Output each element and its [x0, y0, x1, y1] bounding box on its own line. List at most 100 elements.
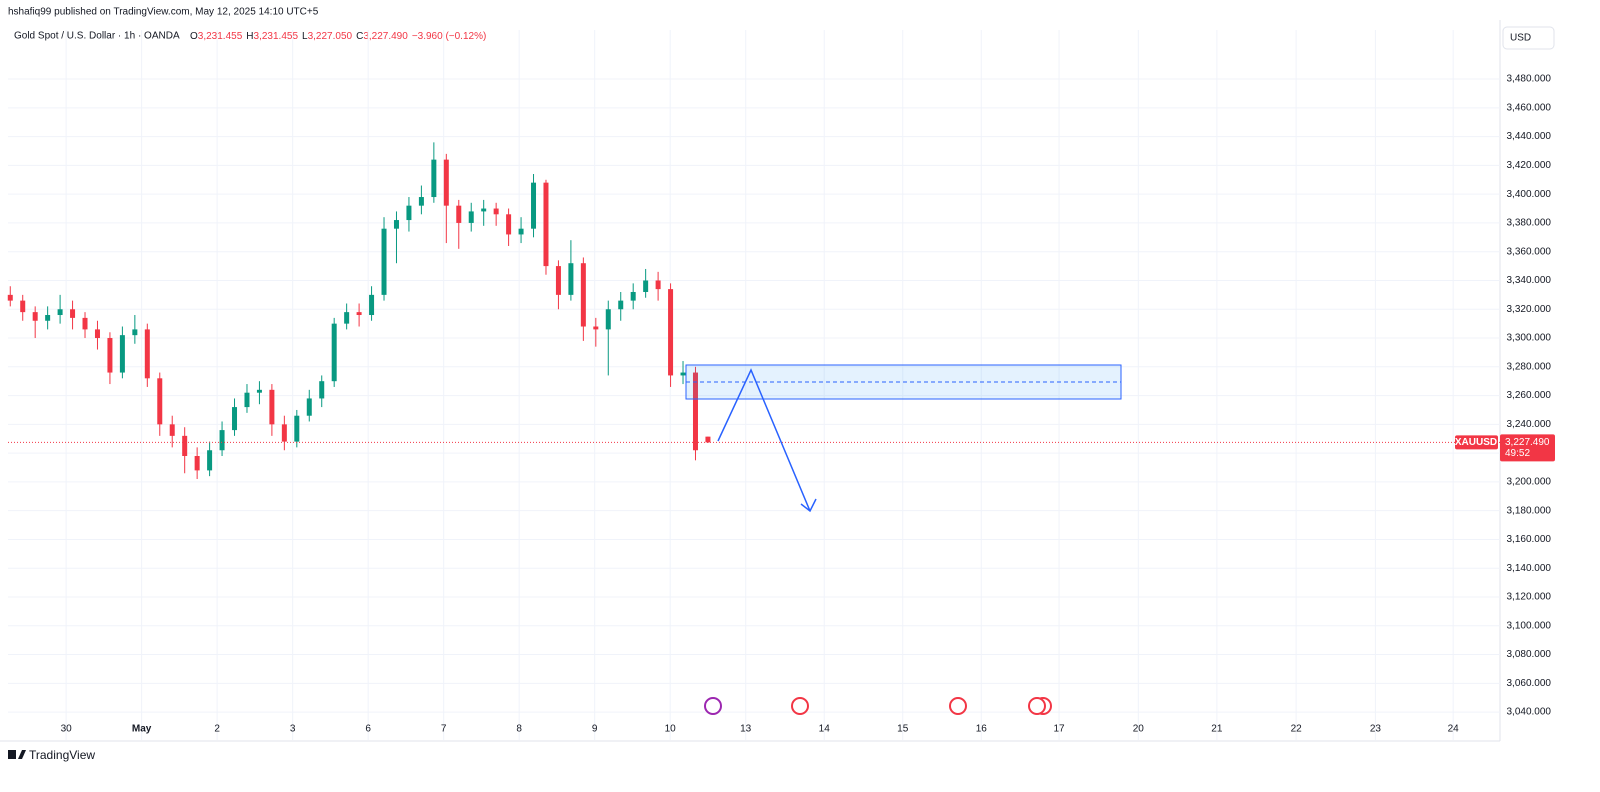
candle-body: [207, 450, 213, 471]
event-icon[interactable]: [1028, 697, 1046, 715]
candle-body: [493, 208, 499, 215]
y-tick-label: 3,200.000: [1507, 477, 1552, 488]
candle-body: [219, 430, 225, 451]
candle-body: [456, 205, 462, 223]
x-tick-label: 6: [365, 724, 371, 735]
x-tick-label: 13: [740, 724, 752, 735]
logo-mark: [8, 750, 16, 759]
x-tick-label: 24: [1448, 724, 1460, 735]
plot: [7, 30, 1500, 740]
arrow-head: [800, 498, 817, 513]
candle-body: [356, 312, 362, 316]
y-tick-label: 3,140.000: [1507, 563, 1552, 574]
change: −3.960 (−0.12%): [412, 31, 487, 42]
candle-body: [45, 315, 51, 321]
candle-body: [406, 205, 412, 221]
y-tick-label: 3,180.000: [1507, 505, 1552, 516]
x-tick-label: 21: [1211, 724, 1223, 735]
candle-body: [157, 378, 163, 425]
candle-body: [70, 309, 76, 318]
countdown: 49:52: [1505, 448, 1530, 459]
candle-body: [381, 228, 387, 295]
x-tick-label: 7: [441, 724, 447, 735]
candle-body: [82, 317, 88, 330]
candle-body: [468, 211, 474, 223]
candle-body: [655, 280, 661, 290]
y-tick-label: 3,460.000: [1507, 102, 1552, 113]
x-tick-label: 9: [592, 724, 598, 735]
currency: USD: [1510, 33, 1531, 44]
candle-body: [580, 263, 586, 327]
x-tick-label: 20: [1133, 724, 1145, 735]
y-tick-label: 3,380.000: [1507, 218, 1552, 229]
candle-body: [680, 372, 686, 376]
candle-body: [443, 159, 449, 206]
x-tick-label: 16: [976, 724, 988, 735]
event-icon[interactable]: [791, 697, 809, 715]
last-price-bg: [1500, 434, 1555, 462]
candle-body: [344, 312, 350, 324]
y-tick-label: 3,360.000: [1507, 246, 1552, 257]
candle-body: [169, 424, 175, 436]
symbol-tag: XAUUSD: [1455, 437, 1497, 448]
l-value: 3,227.050: [308, 31, 353, 42]
event-icon[interactable]: [949, 697, 967, 715]
x-tick-label: 17: [1053, 724, 1065, 735]
h-label: H: [246, 31, 253, 42]
l-label: L: [302, 31, 308, 42]
last-price-label: 3,227.490: [1505, 437, 1550, 448]
y-tick-label: 3,400.000: [1507, 189, 1552, 200]
candle-body: [57, 309, 63, 316]
candle-body: [518, 228, 524, 235]
candle-body: [232, 407, 238, 431]
o-label: O: [190, 31, 198, 42]
candle-body: [194, 456, 200, 471]
y-tick-label: 3,300.000: [1507, 333, 1552, 344]
x-tick-label: 23: [1370, 724, 1382, 735]
y-tick-label: 3,440.000: [1507, 131, 1552, 142]
candle-body: [506, 214, 512, 235]
events[interactable]: [704, 697, 1052, 715]
publisher: hshafiq99 published on TradingView.com, …: [8, 7, 319, 18]
x-tick-label: 15: [897, 724, 909, 735]
y-tick-label: 3,280.000: [1507, 361, 1552, 372]
candle-body: [692, 372, 698, 451]
candle-body: [132, 329, 138, 336]
candle-body: [94, 329, 100, 339]
x-tick-label: May: [132, 724, 152, 735]
y-tick-label: 3,420.000: [1507, 160, 1552, 171]
candle-body: [244, 392, 250, 408]
symbol: Gold Spot / U.S. Dollar · 1h · OANDA: [14, 31, 180, 42]
y-tick-label: 3,240.000: [1507, 419, 1552, 430]
candle-body: [668, 289, 674, 376]
currency-box[interactable]: [1502, 26, 1555, 50]
x-tick-label: 14: [819, 724, 831, 735]
candle-body: [32, 312, 38, 321]
y-tick-label: 3,040.000: [1507, 707, 1552, 718]
zone: [685, 364, 1122, 400]
candle-body: [543, 182, 549, 267]
candle-body: [481, 208, 487, 212]
y-tick-label: 3,120.000: [1507, 592, 1552, 603]
o-value: 3,231.455: [198, 31, 243, 42]
x-tick-label: 22: [1291, 724, 1303, 735]
y-tick-label: 3,260.000: [1507, 390, 1552, 401]
h-value: 3,231.455: [254, 31, 299, 42]
c-value: 3,227.490: [363, 31, 408, 42]
candle-body: [319, 381, 325, 399]
y-tick-label: 3,480.000: [1507, 74, 1552, 85]
candle-body: [306, 398, 312, 416]
event-icon[interactable]: [704, 697, 722, 715]
candle-body: [555, 266, 561, 295]
candle-body: [144, 329, 150, 379]
candle-body: [630, 291, 636, 301]
candle-body: [281, 424, 287, 442]
y-tick-label: 3,080.000: [1507, 649, 1552, 660]
candle-body: [618, 300, 624, 310]
x-tick-label: 30: [61, 724, 73, 735]
x-tick-label: 10: [665, 724, 677, 735]
candle-body: [393, 220, 399, 229]
candle-body: [593, 326, 599, 330]
candle-body: [107, 338, 113, 373]
